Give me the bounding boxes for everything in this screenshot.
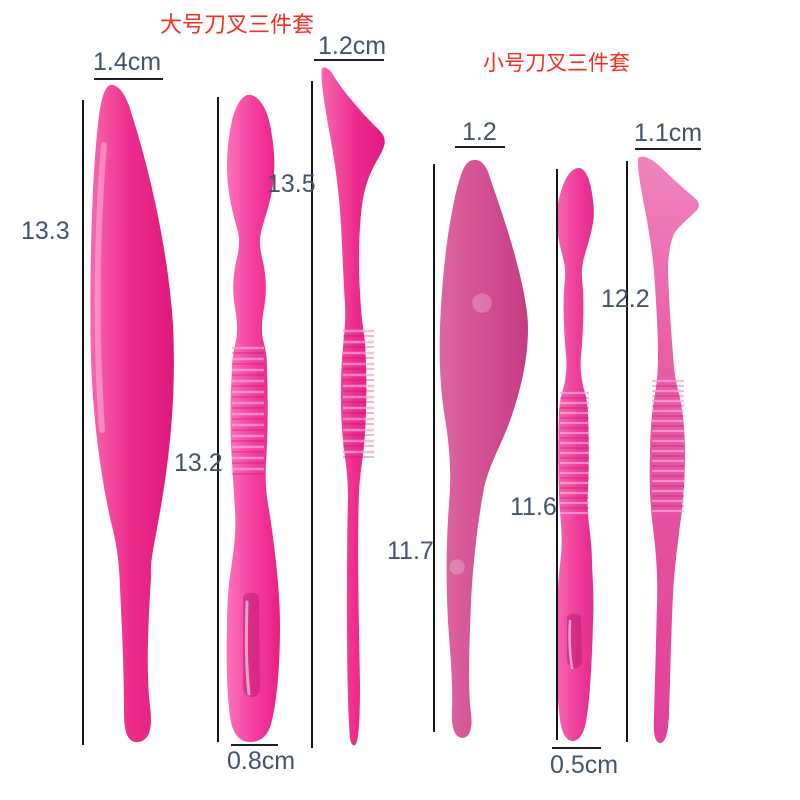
photo-small-fork <box>556 168 594 741</box>
length-line-small-blade <box>626 161 628 742</box>
width-label-small-fork: 0.5cm <box>550 751 619 779</box>
grip-ribs <box>560 391 589 515</box>
photo-large-blade <box>321 67 385 746</box>
length-line-small-knife <box>433 164 435 732</box>
title-large-set: 大号刀叉三件套 <box>160 12 315 37</box>
photo-small-knife <box>439 159 528 738</box>
grip-ribs <box>232 346 264 475</box>
photo-large-knife <box>90 84 174 743</box>
photo-large-fork <box>226 94 280 743</box>
width-rule-large-fork <box>231 744 278 746</box>
width-label-large-fork: 0.8cm <box>227 747 296 775</box>
grip-ribs <box>343 329 374 458</box>
length-line-small-fork <box>556 169 558 740</box>
fork-slot <box>243 592 260 697</box>
length-label-large-blade: 13.5 <box>267 170 316 198</box>
length-label-large-knife: 13.3 <box>21 217 70 245</box>
width-rule-small-blade <box>635 148 701 150</box>
grip-ribs <box>652 379 684 513</box>
length-label-large-fork: 13.2 <box>174 449 223 477</box>
length-label-small-fork: 11.6 <box>510 493 557 521</box>
mold-dimple <box>471 292 493 314</box>
length-line-large-blade <box>311 81 313 748</box>
blade-highlight <box>94 142 107 433</box>
length-line-large-fork <box>217 97 219 742</box>
width-label-large-blade: 1.2cm <box>318 32 387 60</box>
width-rule-large-blade <box>314 59 384 61</box>
photo-small-blade <box>637 156 699 743</box>
mold-dimple <box>448 558 466 576</box>
fork-slot <box>567 613 582 670</box>
width-rule-large-knife <box>94 78 163 80</box>
length-label-small-knife: 11.7 <box>387 537 434 565</box>
width-rule-small-knife <box>455 146 505 148</box>
width-label-small-knife: 1.2 <box>462 118 497 146</box>
width-label-small-blade: 1.1cm <box>634 119 703 147</box>
title-small-set: 小号刀叉三件套 <box>483 52 630 75</box>
width-rule-small-fork <box>552 747 601 749</box>
width-label-large-knife: 1.4cm <box>93 48 162 76</box>
length-label-small-blade: 12.2 <box>601 285 650 313</box>
length-line-large-knife <box>82 100 84 745</box>
